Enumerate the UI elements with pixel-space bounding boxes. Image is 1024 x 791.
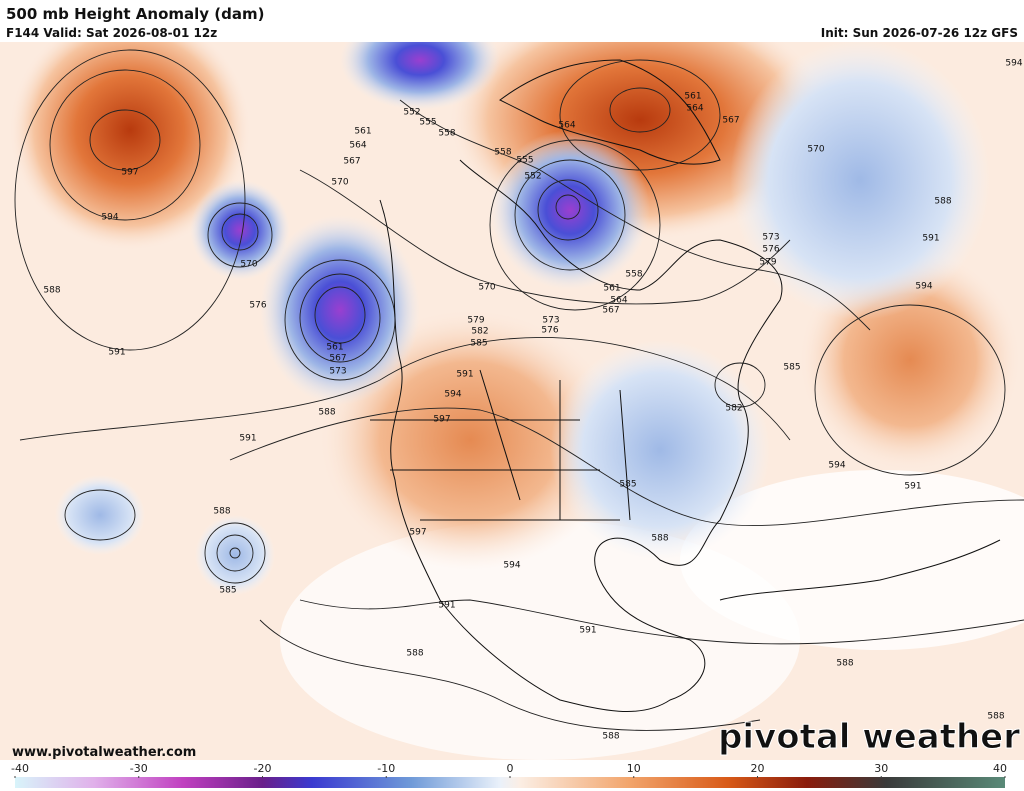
colorbar-tick-label: -20 bbox=[254, 762, 272, 775]
contour-labels: 5975945885915705765615675735885915885855… bbox=[43, 59, 1022, 742]
contour-label: 576 bbox=[249, 301, 266, 311]
contour-label: 567 bbox=[343, 157, 360, 167]
colorbar-ticks: -40 -30 -20 -10 0 10 20 30 40 bbox=[11, 762, 1007, 778]
colorbar-tick-label: -30 bbox=[130, 762, 148, 775]
contour-label: 567 bbox=[602, 306, 619, 316]
colorbar bbox=[15, 777, 1005, 788]
contour-label: 591 bbox=[904, 482, 921, 492]
contour-label: 561 bbox=[354, 127, 371, 137]
contour-label: 564 bbox=[349, 141, 366, 151]
contour-label: 576 bbox=[762, 245, 779, 255]
contour-label: 585 bbox=[470, 339, 487, 349]
contour-label: 597 bbox=[409, 528, 426, 538]
contour-label: 558 bbox=[438, 129, 455, 139]
contour-label: 570 bbox=[807, 145, 824, 155]
contour-label: 588 bbox=[43, 286, 60, 296]
contour-label: 591 bbox=[579, 626, 596, 636]
valid-time: F144 Valid: Sat 2026-08-01 12z bbox=[6, 26, 217, 40]
contour-label: 597 bbox=[121, 168, 138, 178]
contour-label: 573 bbox=[542, 316, 559, 326]
contour-label: 576 bbox=[541, 326, 558, 336]
contour-label: 594 bbox=[101, 213, 118, 223]
contour-label: 585 bbox=[783, 363, 800, 373]
logo: pivotal weather bbox=[718, 717, 1020, 757]
contour-label: 594 bbox=[444, 390, 461, 400]
contour-label: 597 bbox=[433, 415, 450, 425]
contour-label: 564 bbox=[686, 104, 703, 114]
contour-label: 573 bbox=[762, 233, 779, 243]
contour-label: 588 bbox=[602, 732, 619, 742]
contour-label: 579 bbox=[759, 258, 776, 268]
colorbar-tick-label: 30 bbox=[874, 762, 888, 775]
colorbar-tick-label: -40 bbox=[11, 762, 29, 775]
colorbar-tick-label: -10 bbox=[377, 762, 395, 775]
contour-label: 555 bbox=[419, 118, 436, 128]
contour-label: 555 bbox=[516, 156, 533, 166]
contour-label: 561 bbox=[684, 92, 701, 102]
contour-label: 561 bbox=[603, 284, 620, 294]
contour-label: 558 bbox=[625, 270, 642, 280]
contour-label: 582 bbox=[471, 327, 488, 337]
website: www.pivotalweather.com bbox=[12, 745, 196, 760]
contour-label: 573 bbox=[329, 367, 346, 377]
contour-label: 594 bbox=[828, 461, 845, 471]
contour-label: 579 bbox=[467, 316, 484, 326]
contour-label: 588 bbox=[213, 507, 230, 517]
contour-label: 552 bbox=[524, 172, 541, 182]
contour-label: 567 bbox=[329, 354, 346, 364]
contour-label: 552 bbox=[403, 108, 420, 118]
contour-label: 570 bbox=[331, 178, 348, 188]
contour-label: 564 bbox=[558, 121, 575, 131]
contour-label: 585 bbox=[619, 480, 636, 490]
colorbar-tick-label: 0 bbox=[507, 762, 514, 775]
contour-label: 591 bbox=[456, 370, 473, 380]
contour-label: 588 bbox=[406, 649, 423, 659]
contour-label: 588 bbox=[836, 659, 853, 669]
colorbar-tick-label: 40 bbox=[993, 762, 1007, 775]
contour-label: 594 bbox=[1005, 59, 1022, 69]
contour-label: 567 bbox=[722, 116, 739, 126]
init-time: Init: Sun 2026-07-26 12z GFS bbox=[821, 26, 1018, 40]
contour-label: 564 bbox=[610, 296, 627, 306]
contour-label: 570 bbox=[478, 283, 495, 293]
map-title: 500 mb Height Anomaly (dam) bbox=[6, 5, 265, 23]
map bbox=[0, 42, 1024, 760]
contour-label: 588 bbox=[987, 712, 1004, 722]
contour-label: 570 bbox=[240, 260, 257, 270]
contour-label: 558 bbox=[494, 148, 511, 158]
contour-label: 591 bbox=[922, 234, 939, 244]
contour-label: 591 bbox=[239, 434, 256, 444]
contour-label: 582 bbox=[725, 404, 742, 414]
contour-label: 594 bbox=[503, 561, 520, 571]
contour-label: 591 bbox=[108, 348, 125, 358]
contour-label: 588 bbox=[934, 197, 951, 207]
contour-label: 588 bbox=[651, 534, 668, 544]
contour-label: 588 bbox=[318, 408, 335, 418]
colorbar-tick-label: 20 bbox=[751, 762, 765, 775]
contour-label: 591 bbox=[438, 601, 455, 611]
contour-label: 594 bbox=[915, 282, 932, 292]
contour-label: 585 bbox=[219, 586, 236, 596]
colorbar-tick-label: 10 bbox=[627, 762, 641, 775]
contour-label: 561 bbox=[326, 343, 343, 353]
